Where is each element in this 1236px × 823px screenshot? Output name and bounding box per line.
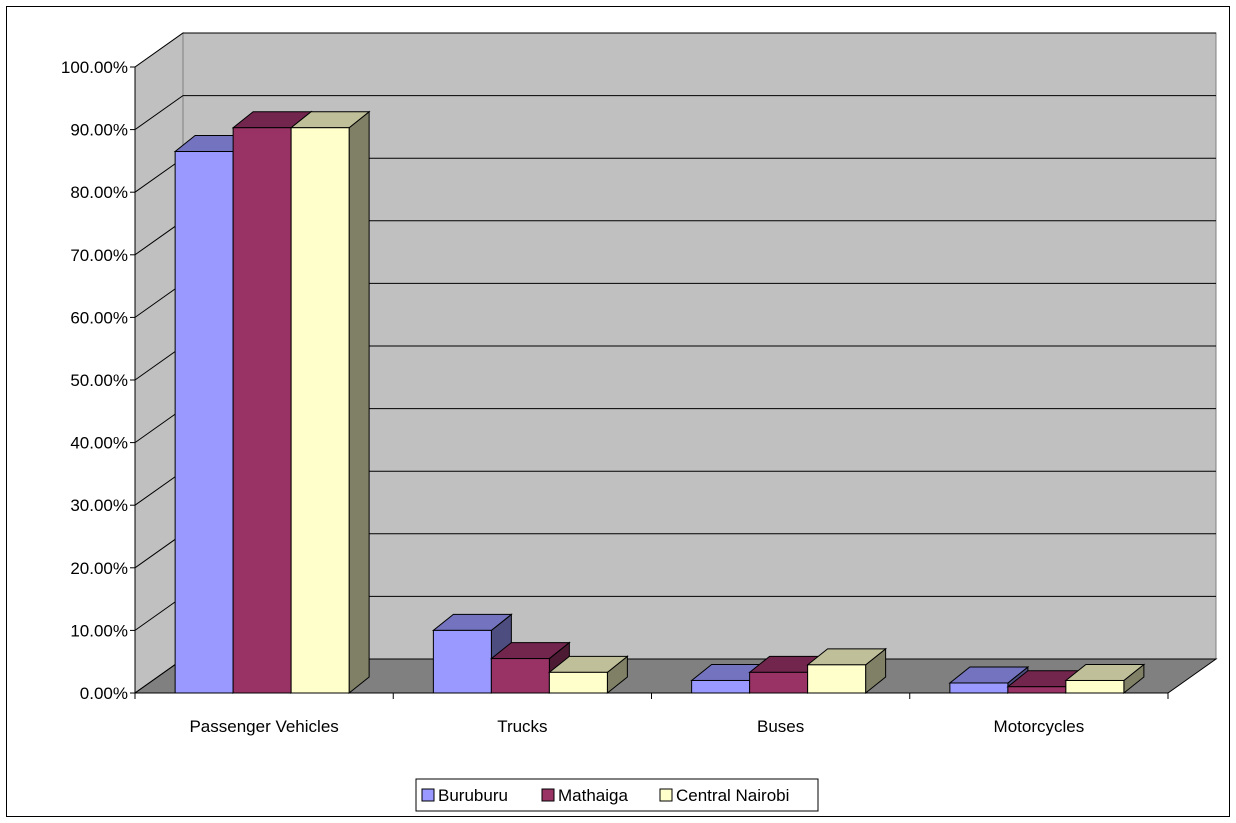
y-tick-label: 70.00% [70, 246, 128, 265]
y-tick-label: 60.00% [70, 308, 128, 327]
legend-label: Buruburu [438, 786, 508, 805]
bar [807, 664, 867, 694]
x-tick-label: Motorcycles [994, 717, 1085, 736]
y-tick-label: 0.00% [80, 684, 128, 703]
gridline [134, 32, 1216, 68]
y-tick-label: 10.00% [70, 621, 128, 640]
legend-box [415, 778, 819, 812]
y-tick-label: 40.00% [70, 434, 128, 453]
legend-label: Central Nairobi [676, 786, 789, 805]
bar [490, 658, 550, 694]
legend-swatch [421, 788, 435, 802]
bar [1065, 679, 1125, 694]
bar [1007, 686, 1067, 694]
x-tick-label: Passenger Vehicles [189, 717, 338, 736]
x-tick-label: Buses [757, 717, 804, 736]
gridline [134, 95, 1216, 131]
bar [290, 127, 350, 694]
bar-side [348, 110, 370, 695]
bar [432, 629, 492, 694]
bar [949, 682, 1009, 694]
legend-swatch [659, 788, 673, 802]
bar [691, 679, 751, 694]
legend-label: Mathaiga [558, 786, 628, 805]
bar [749, 671, 809, 694]
y-tick-label: 30.00% [70, 496, 128, 515]
x-tick-label: Trucks [497, 717, 547, 736]
legend-swatch [541, 788, 555, 802]
bar [232, 127, 292, 694]
y-tick-label: 100.00% [61, 58, 128, 77]
y-tick-label: 20.00% [70, 559, 128, 578]
y-tick-label: 80.00% [70, 183, 128, 202]
bar [548, 671, 608, 694]
bar [174, 151, 234, 694]
y-tick-label: 50.00% [70, 371, 128, 390]
y-tick-label: 90.00% [70, 121, 128, 140]
